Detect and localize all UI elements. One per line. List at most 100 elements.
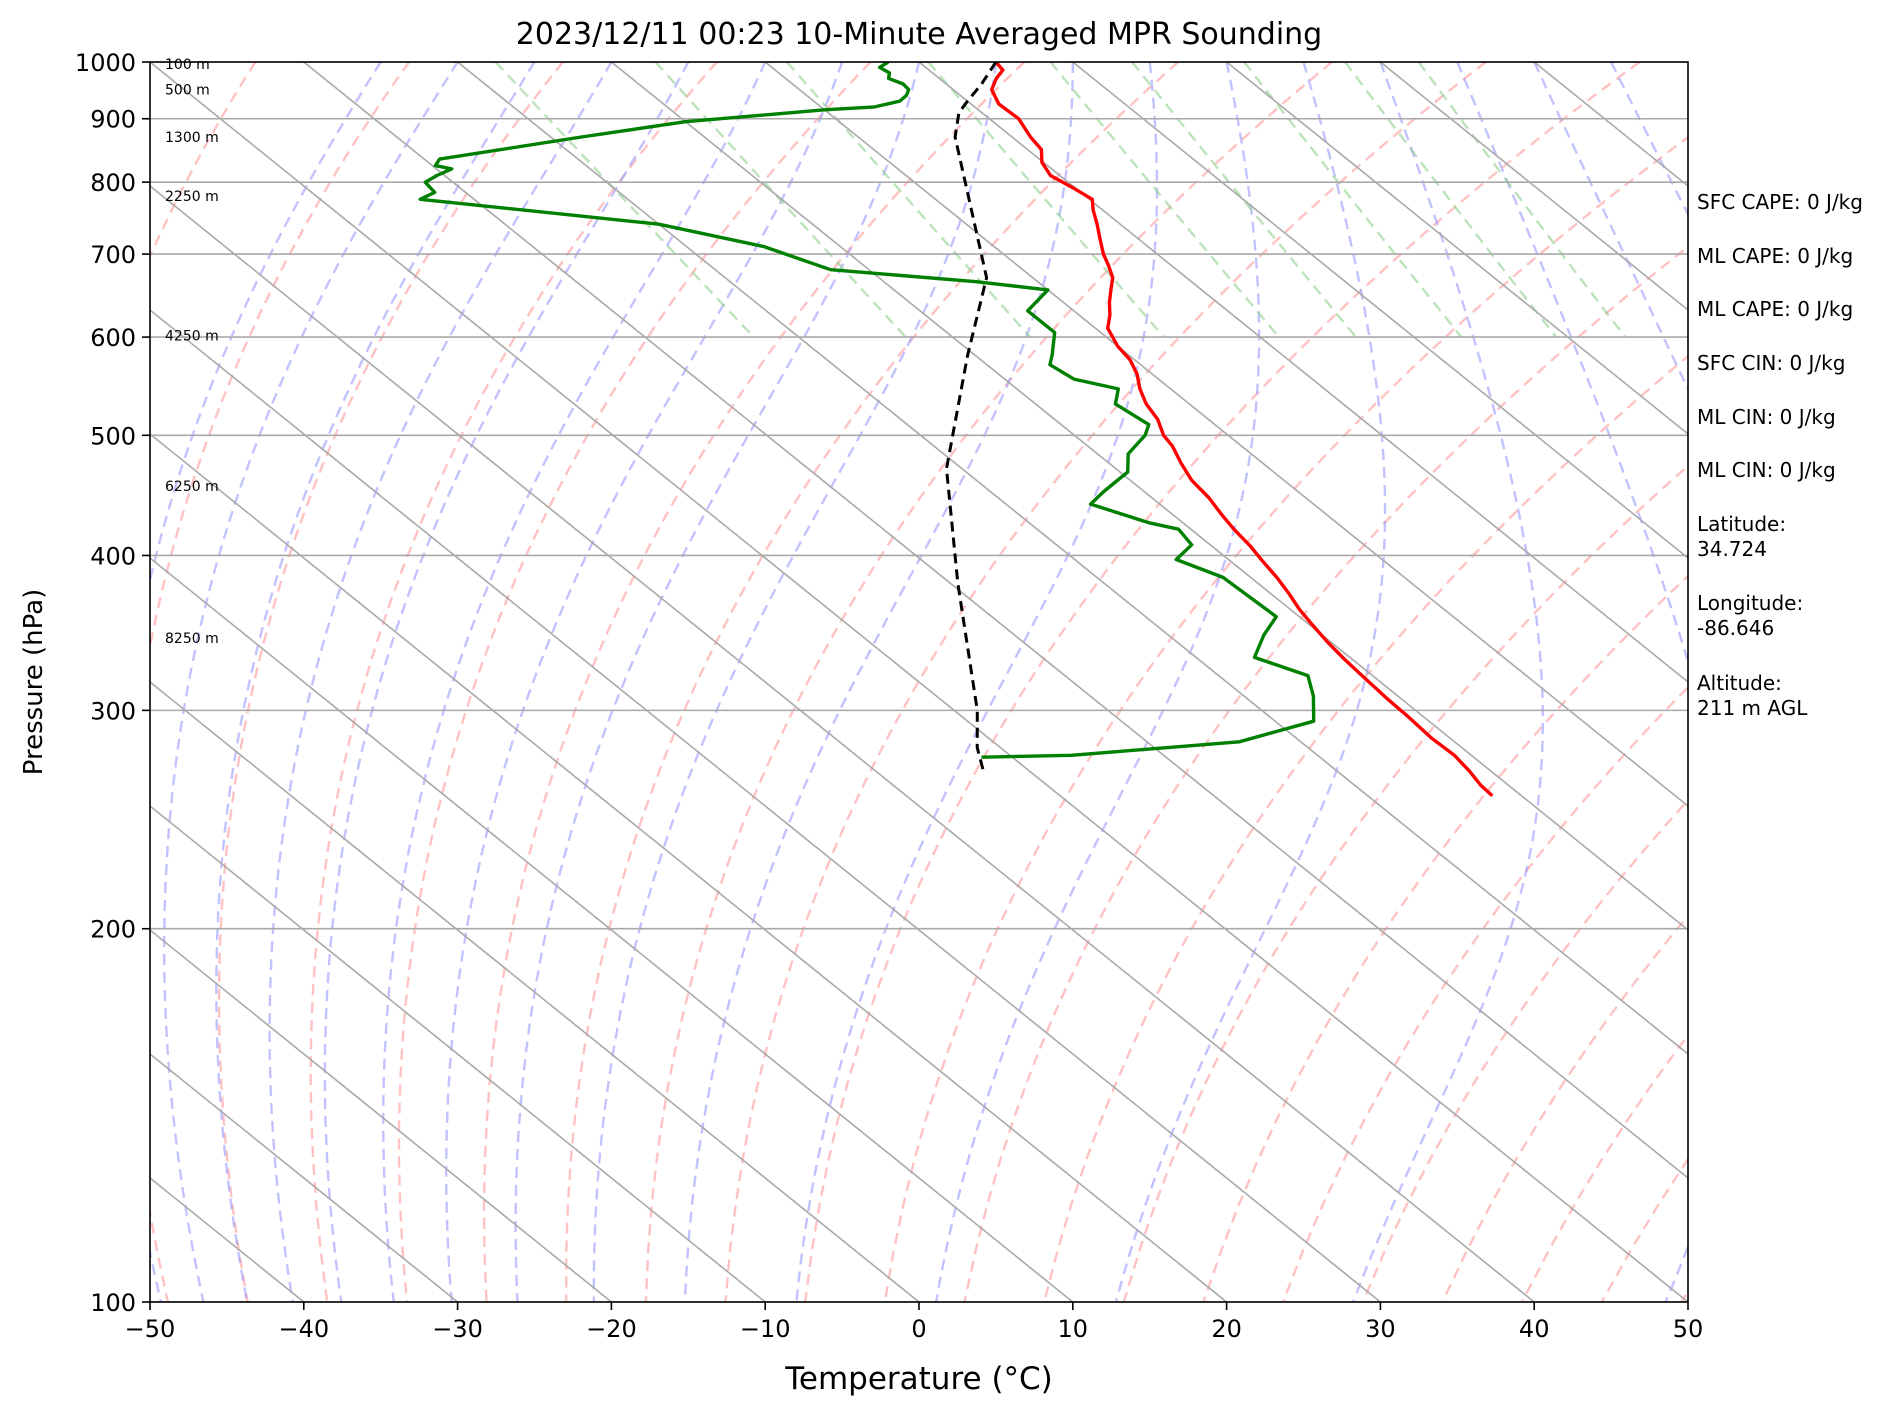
dry-adiabat-line [309,62,718,1302]
x-tick-label: −40 [278,1315,329,1343]
sfc-cin-text: SFC CIN: 0 J/kg [1697,351,1846,375]
y-tick-label: 900 [90,106,136,134]
moist-adiabat-line [1533,62,1688,393]
dry-adiabat-line [883,135,1688,1302]
dry-adiabat-line [150,62,411,1302]
moist-adiabat-line [795,62,1159,1302]
isotherm-line [150,804,766,1302]
moist-adiabat-line [514,62,921,1302]
sfc-cape-text: SFC CAPE: 0 J/kg [1697,190,1863,214]
height-label: 4250 m [165,328,219,344]
y-tick-label: 1000 [75,49,136,77]
moist-adiabat-line [1114,62,1387,1302]
isotherm-line [1226,62,1688,436]
moist-adiabat-line [935,62,1261,1302]
x-tick-label: 50 [1673,1315,1704,1343]
moist-adiabat-line [683,62,1074,1302]
isotherm-line [457,62,1688,1056]
mixing-ratio-line [494,62,755,338]
dry-adiabat-line [217,62,564,1302]
y-tick-label: 600 [90,324,136,352]
height-label: 8250 m [165,631,219,647]
moist-adiabat-line [150,62,382,1302]
dry-adiabat-line [482,62,1026,1302]
y-tick-label: 500 [90,422,136,450]
x-tick-label: −10 [740,1315,791,1343]
y-tick-label: 200 [90,916,136,944]
moist-adiabat-line [592,62,998,1302]
ml-cin-text: ML CIN: 0 J/kg [1697,405,1836,429]
isotherm-line [150,308,1381,1302]
altitude-text: Altitude: 211 m AGL [1697,671,1808,720]
y-tick-label: 300 [90,697,136,725]
isotherm-line [150,432,1228,1302]
dry-adiabat-line [565,62,1179,1302]
height-labels: 100 m 500 m 1300 m 2250 m 4250 m 6250 m 8250 m [165,57,219,647]
temperature-line [990,62,1494,798]
isotherm-line [150,556,1074,1302]
isotherm-line [150,928,612,1302]
mixing-ratio-line [1049,62,1280,338]
isotherm-line [1379,62,1688,312]
mixing-ratio-line [927,62,1165,338]
axes: −50 −40 −30 −20 −10 0 10 20 30 40 50 100 200 300 400 50… [75,49,1703,1343]
ml-cape-text-2: ML CAPE: 0 J/kg [1697,297,1854,321]
y-tick-label: 100 [90,1289,136,1317]
isotherm-line [303,62,1688,1180]
dry-adiabat-line [1281,685,1688,1302]
height-label: 500 m [165,83,210,99]
dry-adiabat-line [1043,354,1688,1302]
x-tick-label: 40 [1519,1315,1550,1343]
x-tick-label: 20 [1211,1315,1242,1343]
dry-adiabat-line [724,62,1487,1302]
dry-adiabat-line [804,62,1641,1302]
dry-adiabat-line [1361,798,1688,1302]
y-tick-label: 800 [90,169,136,197]
x-tick-label: 10 [1058,1315,1089,1343]
isotherm-line [918,62,1688,684]
dry-adiabat-line [397,62,872,1302]
isotherm-line [150,1052,459,1302]
moist-adiabat-line [163,62,459,1302]
x-tick-label: 0 [911,1315,926,1343]
isotherm-line [764,62,1688,808]
x-axis-label: Temperature (°C) [784,1361,1053,1397]
background-grid [150,62,1688,1302]
height-label: 6250 m [165,479,219,495]
x-tick-label: −30 [432,1315,483,1343]
mixing-ratio-line [654,62,907,338]
x-tick-label: −50 [125,1315,176,1343]
latitude-text: Latitude: 34.724 [1697,512,1787,561]
x-tick-label: −20 [586,1315,637,1343]
y-tick-label: 400 [90,542,136,570]
dry-adiabat-line [963,245,1688,1302]
moist-adiabat-line [323,62,690,1302]
y-axis-label: Pressure (hPa) [19,589,49,776]
mixing-ratio-line [1344,62,1558,338]
longitude-text: Longitude: -86.646 [1697,591,1804,640]
moist-adiabat-line [445,62,844,1302]
height-label: 1300 m [165,130,219,146]
dewpoint-line [418,62,1316,759]
chart-title: 2023/12/11 00:23 10-Minute Averaged MPR … [516,17,1322,52]
ml-cin-text-2: ML CIN: 0 J/kg [1697,458,1836,482]
y-tick-label: 700 [90,241,136,269]
isotherm-line [150,184,1535,1302]
dry-adiabat-line [644,62,1333,1302]
moist-adiabat-line [1610,62,1688,217]
moist-adiabat-line [1456,62,1688,1302]
height-label: 2250 m [165,189,219,205]
isotherm-line [150,62,1688,1302]
moist-adiabat-line [215,62,536,1302]
isotherm-line [1072,62,1688,560]
isotherm-line [610,62,1688,932]
moist-adiabat-line [381,62,767,1302]
moist-adiabat-line [268,62,613,1302]
x-tick-label: 30 [1365,1315,1396,1343]
parcel-line [945,62,998,772]
ml-cape-text: ML CAPE: 0 J/kg [1697,244,1854,268]
isotherm-line [150,680,920,1302]
sounding-lines [418,62,1494,798]
height-label: 100 m [165,57,210,73]
